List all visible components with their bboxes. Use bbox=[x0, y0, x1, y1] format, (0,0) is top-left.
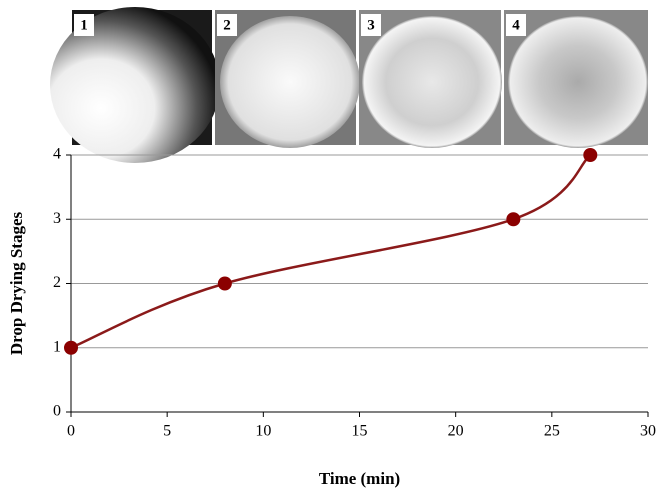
x-tick-label: 20 bbox=[448, 423, 464, 440]
panel-label: 4 bbox=[512, 17, 520, 33]
y-tick-label: 2 bbox=[53, 274, 61, 291]
y-tick-label: 0 bbox=[53, 403, 61, 420]
y-tick-label: 4 bbox=[53, 146, 61, 163]
x-tick-label: 15 bbox=[352, 423, 368, 440]
x-tick-label: 25 bbox=[544, 423, 560, 440]
x-tick-label: 5 bbox=[163, 423, 171, 440]
drop-1 bbox=[50, 7, 220, 163]
panel-label: 3 bbox=[367, 17, 375, 33]
x-tick-label: 30 bbox=[640, 423, 656, 440]
y-axis-title: Drop Drying Stages bbox=[7, 211, 26, 355]
y-tick-label: 3 bbox=[53, 210, 61, 227]
data-point bbox=[217, 276, 232, 291]
x-tick-label: 0 bbox=[67, 423, 75, 440]
drop-4 bbox=[508, 16, 648, 148]
data-point bbox=[583, 148, 598, 162]
y-tick-label: 1 bbox=[53, 338, 61, 355]
x-axis-title: Time (min) bbox=[319, 469, 400, 488]
panel-label: 2 bbox=[223, 17, 231, 33]
series-line bbox=[70, 154, 592, 349]
panel-label-box bbox=[217, 14, 237, 36]
panel-label-box bbox=[361, 14, 381, 36]
micrograph-panels bbox=[50, 7, 648, 163]
drop-2 bbox=[220, 16, 360, 148]
data-point bbox=[506, 212, 521, 227]
panel-label-box bbox=[506, 14, 526, 36]
drop-3 bbox=[362, 16, 502, 148]
panel-label: 1 bbox=[80, 17, 88, 33]
data-point bbox=[64, 340, 78, 355]
x-tick-label: 10 bbox=[255, 423, 271, 440]
panel-label-box bbox=[74, 14, 94, 36]
